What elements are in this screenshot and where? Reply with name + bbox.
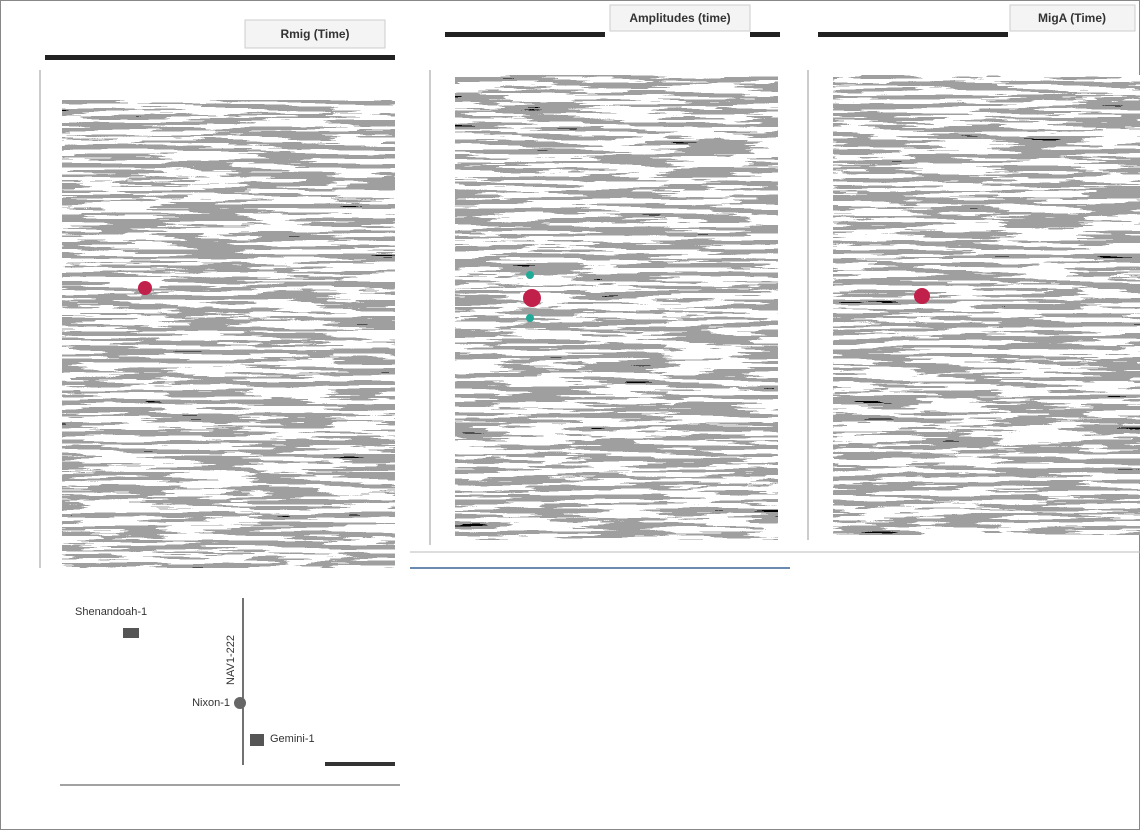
well-label: Gemini-1 <box>270 733 315 745</box>
seismic-section <box>833 75 1140 535</box>
well-label: Shenandoah-1 <box>75 606 147 618</box>
ruler <box>750 32 780 37</box>
well-marker <box>523 289 541 307</box>
well-symbol <box>234 697 246 709</box>
screen: Rmig (Time) Amplitudes (time) MigA (Time… <box>0 0 1140 830</box>
well-label: Nixon-1 <box>192 697 230 709</box>
seismic-section <box>455 75 778 540</box>
panel: Rmig (Time) <box>40 20 395 568</box>
panel: Amplitudes (time) <box>410 5 790 568</box>
ruler <box>445 32 605 37</box>
ruler <box>818 32 1008 37</box>
well-symbol <box>123 628 139 638</box>
panel-title: Rmig (Time) <box>280 27 349 41</box>
panel-title: MigA (Time) <box>1038 11 1106 25</box>
marker <box>526 271 534 279</box>
ruler <box>45 55 395 60</box>
well-symbol <box>250 734 264 746</box>
line-label: NAV1-222 <box>225 635 237 685</box>
panel: MigA (Time) <box>790 5 1140 552</box>
well-marker <box>914 288 930 304</box>
seismic-section <box>62 100 395 568</box>
well-marker <box>138 281 152 295</box>
scale-bar <box>325 762 395 766</box>
panel-title: Amplitudes (time) <box>629 11 730 25</box>
marker <box>526 314 534 322</box>
